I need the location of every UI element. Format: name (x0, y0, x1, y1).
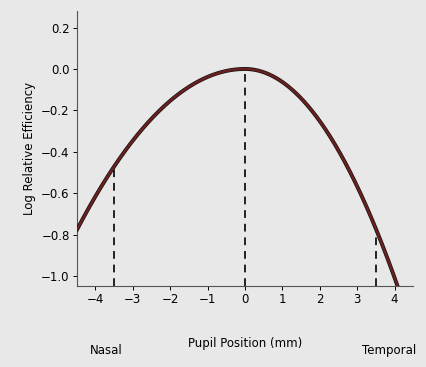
X-axis label: Pupil Position (mm): Pupil Position (mm) (188, 337, 302, 350)
Y-axis label: Log Relative Efficiency: Log Relative Efficiency (23, 82, 36, 215)
Text: Temporal: Temporal (362, 344, 416, 357)
Text: Nasal: Nasal (90, 344, 123, 357)
